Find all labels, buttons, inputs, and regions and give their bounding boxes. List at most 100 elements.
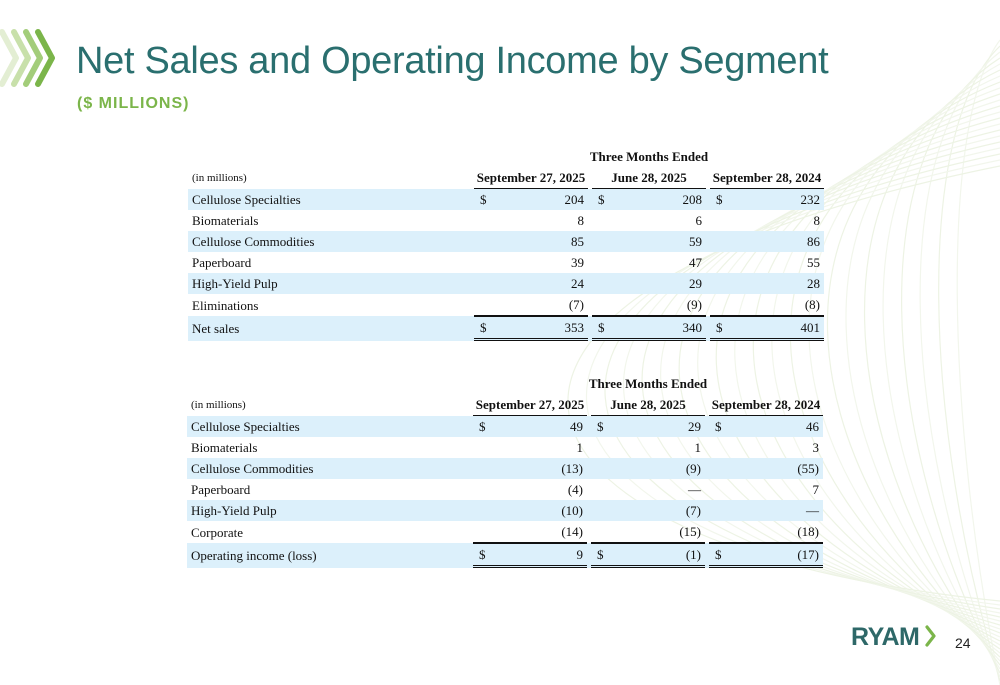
- currency-symbol: $: [716, 320, 723, 335]
- table-cell: 8: [474, 210, 588, 231]
- cell-value: (14): [561, 524, 583, 539]
- table-cell: (13): [473, 458, 587, 479]
- cell-value: (8): [804, 297, 820, 312]
- row-label: High-Yield Pulp: [187, 500, 473, 521]
- table-cell: 85: [474, 231, 588, 252]
- table-row: High-Yield Pulp 24 29 28: [188, 273, 824, 294]
- cell-value: 29: [688, 419, 701, 434]
- cell-value: 46: [806, 419, 819, 434]
- currency-symbol: $: [598, 320, 605, 335]
- cell-value: 39: [571, 255, 584, 270]
- currency-symbol: $: [716, 192, 723, 207]
- background-line: [882, 63, 1000, 670]
- table-cell: 47: [592, 252, 706, 273]
- currency-symbol: $: [715, 419, 722, 434]
- ryam-logo: RYAM: [851, 623, 937, 652]
- currency-symbol: $: [479, 419, 486, 434]
- table-cell: $49: [473, 416, 587, 437]
- table-cell: 1: [473, 437, 587, 458]
- background-line: [734, 111, 1000, 638]
- column-header: September 28, 2024: [710, 167, 824, 189]
- background-line: [919, 51, 1000, 678]
- table-cell: $ (17): [709, 543, 823, 568]
- column-header: September 28, 2024: [709, 394, 823, 416]
- cell-value: 3: [812, 440, 820, 455]
- table-row: Paperboard 39 47 55: [188, 252, 824, 273]
- table-cell: 29: [592, 273, 706, 294]
- table-cell: (8): [710, 294, 824, 316]
- cell-value: 6: [695, 213, 703, 228]
- table-cell: $ (1): [591, 543, 705, 568]
- cell-value: 47: [689, 255, 702, 270]
- table-cell: $232: [710, 189, 824, 210]
- group-header-row: Three Months Ended: [187, 373, 823, 394]
- background-line: [697, 123, 1000, 630]
- row-label: Biomaterials: [192, 213, 259, 228]
- cell-value: (1): [685, 547, 701, 562]
- cell-value: 232: [800, 192, 821, 207]
- row-label: Paperboard: [191, 482, 251, 497]
- table-cell: $340: [592, 316, 706, 341]
- background-line: [956, 39, 1000, 685]
- cell-value: —: [688, 482, 701, 497]
- table-cell: (9): [591, 458, 705, 479]
- table-cell: $208: [592, 189, 706, 210]
- table-cell: —: [709, 500, 823, 521]
- cell-value: 1: [576, 440, 584, 455]
- table-cell: 3: [709, 437, 823, 458]
- background-line: [678, 129, 1000, 626]
- column-header: September 27, 2025: [473, 394, 587, 416]
- cell-value: 8: [577, 213, 585, 228]
- cell-value: (10): [561, 503, 583, 518]
- group-header: Three Months Ended: [589, 149, 709, 164]
- table-cell: $9: [473, 543, 587, 568]
- row-label: Biomaterials: [191, 440, 258, 455]
- table-row: Net sales $353 $340 $401: [188, 316, 824, 341]
- table-cell: 8: [710, 210, 824, 231]
- cell-value: 208: [682, 192, 703, 207]
- cell-value: 85: [571, 234, 584, 249]
- currency-symbol: $: [598, 192, 605, 207]
- column-header-row: (in millions) September 27, 2025 June 28, …: [187, 394, 823, 416]
- table-cell: $204: [474, 189, 588, 210]
- cell-value: —: [806, 503, 819, 518]
- cell-value: (15): [679, 524, 701, 539]
- cell-value: 24: [571, 276, 584, 291]
- table-cell: $353: [474, 316, 588, 341]
- currency-symbol: $: [597, 547, 604, 562]
- page-subtitle: ($ MILLIONS): [77, 95, 190, 112]
- cell-value: (18): [797, 524, 819, 539]
- table-cell: (14): [473, 521, 587, 543]
- currency-symbol: $: [480, 192, 487, 207]
- table-cell: (7): [474, 294, 588, 316]
- background-line: [826, 81, 1000, 658]
- table-row: Corporate (14) (15) (18): [187, 521, 823, 543]
- background-line: [715, 117, 1000, 634]
- cell-value: (17): [797, 547, 819, 562]
- column-header: September 27, 2025: [474, 167, 588, 189]
- table-row: Cellulose Commodities 85 59 86: [188, 231, 824, 252]
- table-cell: (15): [591, 521, 705, 543]
- cell-value: (9): [686, 297, 702, 312]
- row-label: Corporate: [191, 524, 243, 540]
- table-row: Biomaterials 1 1 3: [187, 437, 823, 458]
- table-row: Operating income (loss) $9 $ (1) $ (17): [187, 543, 823, 568]
- cell-value: 1: [694, 440, 702, 455]
- table-row: Cellulose Specialties $49 $29 $46: [187, 416, 823, 437]
- row-label: Eliminations: [192, 297, 259, 313]
- table-cell: (10): [473, 500, 587, 521]
- unit-label: (in millions): [192, 171, 247, 184]
- cell-value: (7): [685, 503, 701, 518]
- cell-value: 204: [564, 192, 585, 207]
- table-cell: (7): [591, 500, 705, 521]
- column-header-row: (in millions) September 27, 2025 June 28, …: [188, 167, 824, 189]
- table-cell: (18): [709, 521, 823, 543]
- table-cell: 1: [591, 437, 705, 458]
- table-row: Cellulose Specialties $204 $208 $232: [188, 189, 824, 210]
- table-cell: 28: [710, 273, 824, 294]
- page-title: Net Sales and Operating Income by Segmen…: [76, 40, 829, 82]
- cell-value: (13): [561, 461, 583, 476]
- table-cell: $401: [710, 316, 824, 341]
- currency-symbol: $: [715, 547, 722, 562]
- cell-value: 9: [576, 547, 584, 562]
